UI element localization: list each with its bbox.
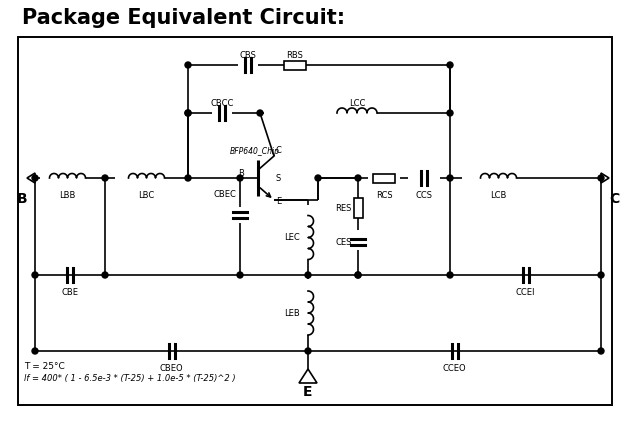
Circle shape — [447, 62, 453, 68]
Circle shape — [447, 110, 453, 116]
Text: CCEO: CCEO — [443, 364, 466, 373]
Text: C: C — [276, 146, 282, 155]
Text: B: B — [238, 169, 244, 178]
Bar — [284, 61, 306, 70]
Text: T = 25°C: T = 25°C — [24, 362, 65, 371]
Circle shape — [32, 272, 38, 278]
Circle shape — [32, 348, 38, 354]
Circle shape — [598, 272, 604, 278]
Bar — [373, 174, 395, 183]
Circle shape — [185, 110, 191, 116]
Text: Package Equivalent Circuit:: Package Equivalent Circuit: — [22, 8, 345, 28]
Text: RBS: RBS — [287, 51, 303, 60]
Text: LEB: LEB — [284, 308, 300, 318]
Circle shape — [355, 272, 361, 278]
Circle shape — [355, 175, 361, 181]
Circle shape — [355, 272, 361, 278]
Text: CES: CES — [336, 237, 352, 246]
Text: B: B — [17, 192, 27, 206]
Circle shape — [32, 175, 38, 181]
Text: CBEC: CBEC — [213, 190, 236, 199]
Text: LEC: LEC — [284, 233, 300, 242]
Circle shape — [447, 175, 453, 181]
Circle shape — [315, 175, 321, 181]
Bar — [353, 198, 362, 218]
Text: S: S — [276, 174, 281, 183]
Circle shape — [102, 272, 108, 278]
Text: LBC: LBC — [138, 191, 155, 200]
Text: E: E — [303, 385, 313, 399]
Text: RES: RES — [336, 203, 352, 213]
Circle shape — [305, 348, 311, 354]
Circle shape — [305, 272, 311, 278]
Text: CBCC: CBCC — [210, 99, 234, 108]
Circle shape — [102, 175, 108, 181]
Circle shape — [598, 348, 604, 354]
Circle shape — [185, 62, 191, 68]
Text: LBB: LBB — [59, 191, 75, 200]
Circle shape — [237, 175, 243, 181]
Text: lf = 400* ( 1 - 6.5e-3 * (T-25) + 1.0e-5 * (T-25)^2 ): lf = 400* ( 1 - 6.5e-3 * (T-25) + 1.0e-5… — [24, 374, 236, 383]
Text: CBEO: CBEO — [160, 364, 183, 373]
Text: CBS: CBS — [240, 51, 257, 60]
Circle shape — [237, 272, 243, 278]
Circle shape — [598, 175, 604, 181]
Text: C: C — [609, 192, 619, 206]
Text: CCS: CCS — [416, 191, 433, 200]
Text: LCB: LCB — [491, 191, 507, 200]
Circle shape — [185, 175, 191, 181]
Circle shape — [185, 110, 191, 116]
Text: CCEI: CCEI — [516, 288, 535, 297]
Text: BFP640_Chip: BFP640_Chip — [230, 147, 280, 156]
Text: CBE: CBE — [62, 288, 79, 297]
Bar — [18, 37, 612, 405]
Text: RCS: RCS — [376, 191, 392, 200]
Circle shape — [257, 110, 263, 116]
Text: LCC: LCC — [349, 99, 365, 108]
Circle shape — [447, 272, 453, 278]
Text: E: E — [276, 197, 281, 206]
